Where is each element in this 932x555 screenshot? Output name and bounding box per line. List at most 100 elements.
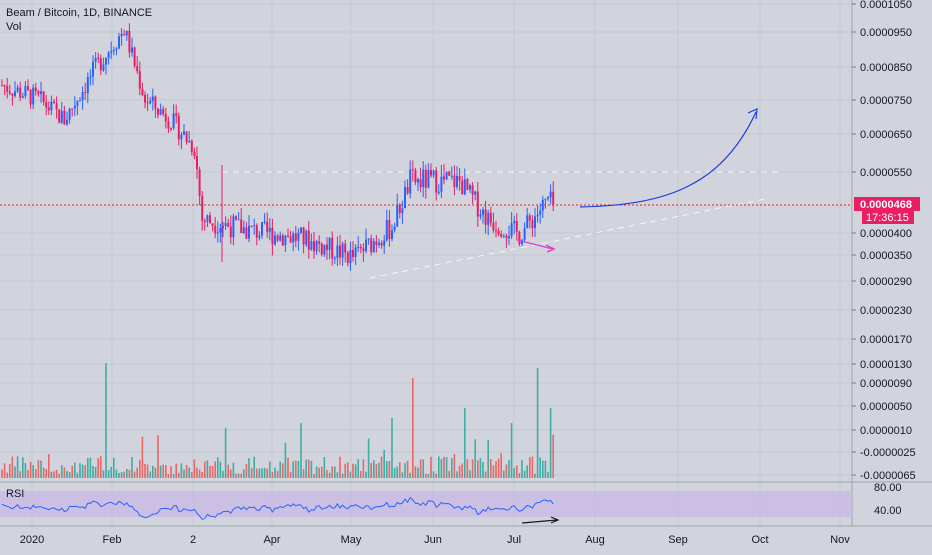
volume-bar [482, 462, 484, 478]
volume-bar [448, 470, 450, 478]
candle-body [216, 232, 219, 234]
candle-body [482, 209, 484, 215]
projection-curve [579, 111, 757, 208]
time-tick-label: Feb [103, 534, 122, 546]
volume-bar [263, 467, 266, 478]
volume-bar [276, 470, 279, 478]
volume-bar [297, 460, 300, 478]
candle-body [515, 220, 518, 232]
volume-bar [526, 465, 528, 478]
volume-bar [141, 436, 144, 478]
candle-body [164, 113, 167, 122]
volume-bar [357, 459, 359, 478]
volume-bar [344, 463, 346, 478]
candle-body [42, 91, 45, 103]
current-price-value: 0.0000468 [860, 199, 912, 211]
price-tick-label: 0.0000290 [860, 276, 912, 288]
volume-bar [9, 463, 11, 478]
current-price-tag [854, 197, 920, 211]
volume-bar [531, 456, 534, 478]
rsi-tick-label: 40.00 [874, 505, 902, 517]
volume-bar [430, 456, 432, 478]
candle-body [266, 221, 269, 232]
candle-body [461, 180, 464, 195]
volume-bar [308, 459, 310, 478]
volume-bar [292, 461, 294, 478]
candle-body [279, 235, 282, 241]
volume-bar [399, 462, 401, 478]
volume-bar [461, 463, 463, 478]
volume-bar [61, 465, 63, 478]
candle-body [3, 85, 6, 87]
candle-body [214, 225, 217, 234]
candle-body [300, 227, 302, 233]
volume-bar [235, 473, 237, 478]
time-axis: 2020 Feb 2 Apr May Jun Jul Aug Sep Oct Nov [20, 534, 851, 546]
volume-bar [305, 459, 307, 478]
volume-bar [464, 408, 466, 478]
candle-body [118, 36, 120, 49]
candle-body [185, 131, 188, 143]
price-tick-label: -0.0000025 [860, 447, 916, 459]
volume-bar [3, 463, 6, 478]
candle-body [284, 235, 287, 246]
candle-body [105, 57, 107, 65]
candle-body [76, 101, 79, 106]
candle-body [232, 216, 235, 238]
volume-bar [302, 468, 305, 478]
candle-body [86, 77, 89, 94]
price-tick-label: -0.0000065 [860, 470, 916, 482]
volume-bar [334, 466, 336, 478]
candle-body [141, 88, 144, 96]
volume-bar [71, 465, 73, 478]
volume-bar [81, 464, 84, 478]
candle-body [196, 155, 198, 170]
volume-bar [549, 408, 552, 478]
volume-bar [523, 470, 526, 478]
candle-body [476, 191, 479, 217]
volume-bar [435, 473, 437, 478]
volume-bar [534, 473, 536, 478]
candle-body [333, 258, 336, 260]
candle-body [24, 86, 27, 97]
candle-body [549, 191, 552, 198]
price-tick-label: 0.0001050 [860, 0, 912, 11]
symbol-title[interactable]: Beam / Bitcoin, 1D, BINANCE [6, 7, 153, 19]
candle-body [240, 219, 243, 233]
candle-body [380, 242, 383, 246]
volume-bar [321, 466, 323, 478]
volume-bar [495, 461, 497, 478]
candle-body [320, 243, 323, 255]
volume-bar [365, 471, 367, 478]
volume-bar [474, 439, 476, 478]
candle-body [365, 239, 367, 252]
volume-bar [258, 468, 261, 478]
candle-body [29, 89, 32, 105]
candle-body [375, 241, 378, 245]
volume-bar [222, 470, 224, 478]
volume-bar [373, 460, 375, 478]
volume-bar [27, 469, 29, 478]
time-tick-label: Aug [585, 534, 605, 546]
price-tick-label: 0.0000750 [860, 95, 912, 107]
candle-body [489, 212, 492, 223]
rsi-indicator-label[interactable]: RSI [6, 488, 25, 500]
volume-bar [315, 466, 318, 478]
candle-body [92, 61, 94, 77]
time-tick-label: Jul [507, 534, 521, 546]
volume-bar [149, 471, 151, 478]
volume-bar [370, 462, 372, 478]
candle-body [411, 169, 414, 171]
volume-bar [401, 472, 404, 478]
volume-bar [279, 461, 281, 478]
volume-bar [115, 469, 118, 478]
candle-body [354, 247, 357, 258]
candle-body [125, 30, 128, 36]
candle-body [198, 169, 201, 197]
candle-body [536, 214, 539, 217]
volume-indicator-label[interactable]: Vol [6, 21, 22, 33]
volume-bar [219, 461, 222, 478]
candle-body [539, 210, 542, 215]
